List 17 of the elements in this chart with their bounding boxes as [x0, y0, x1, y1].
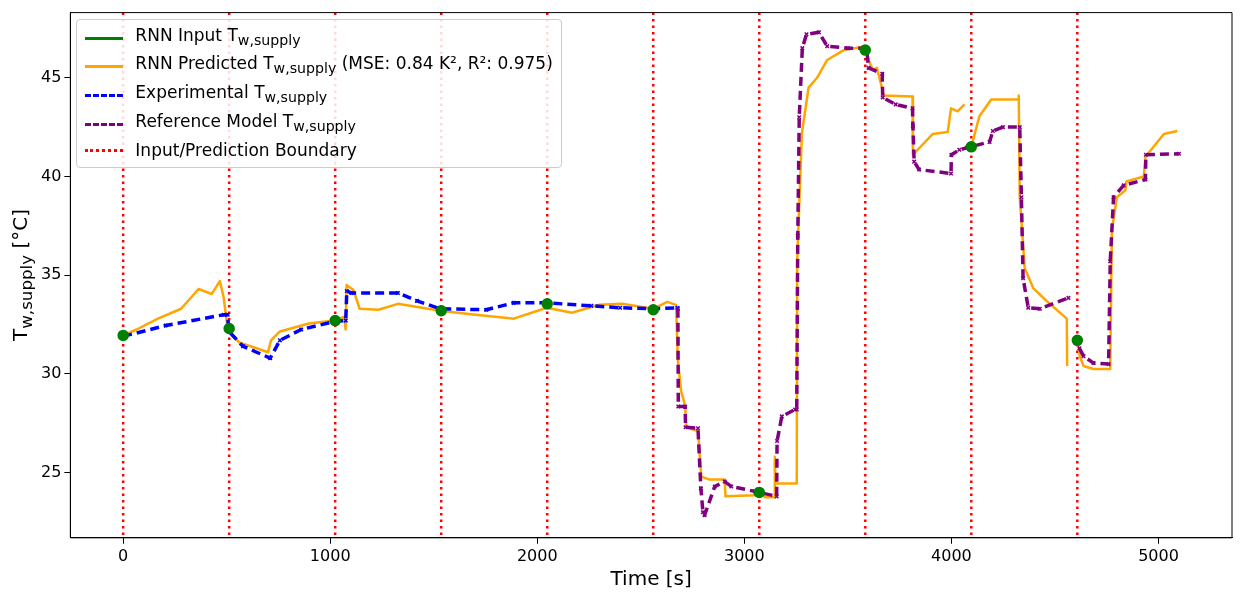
y-tick-label: 45 [41, 66, 62, 86]
legend-label: RNN Predicted T$_{w,supply}$ (MSE: 0.84 K², R²: 0.975) [135, 52, 553, 79]
legend-label: RNN Input T$_{w,supply}$ [135, 23, 301, 50]
ref-line-label: Input/Prediction Boundary [135, 139, 357, 163]
y-tick-label: 40 [41, 165, 62, 185]
x-tick-label: 0 [118, 545, 129, 565]
x-tick-label: 5000 [1138, 545, 1179, 565]
x-tick-label: 4000 [931, 545, 972, 565]
y-tick-label: 25 [41, 461, 62, 481]
legend-label: Experimental T$_{w,supply}$ [135, 81, 328, 108]
x-tick-label: 2000 [516, 545, 558, 565]
legend-label: Reference Model T$_{w,supply}$ [135, 110, 356, 137]
x-tick-label: 3000 [724, 545, 765, 565]
x-axis-title: Time [s] [610, 565, 692, 590]
y-tick-label: 35 [41, 264, 62, 284]
x-tick-label: 1000 [309, 545, 351, 565]
y-tick-label: 30 [41, 363, 62, 383]
